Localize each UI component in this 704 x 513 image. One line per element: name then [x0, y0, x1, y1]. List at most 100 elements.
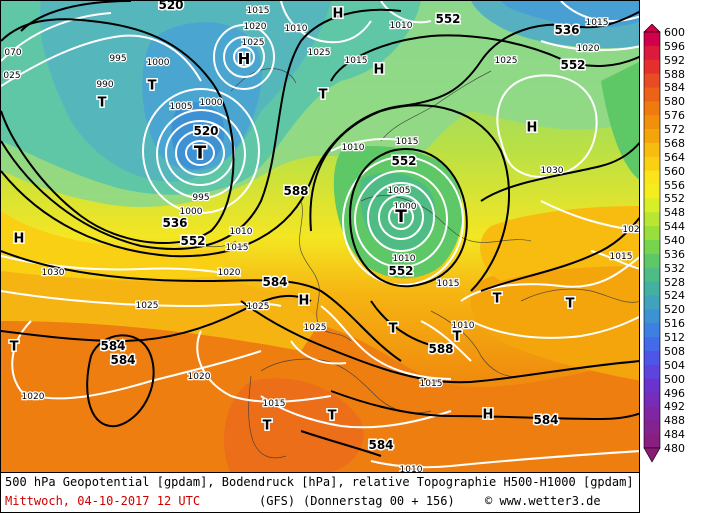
legend-value: 516 [664, 317, 685, 331]
legend-swatch [644, 378, 660, 394]
low-pressure-center: T [194, 143, 207, 164]
legend-swatch [644, 45, 660, 61]
pressure-label: 1005 [388, 186, 411, 196]
legend-value: 556 [664, 178, 685, 192]
geopotential-label: 536 [554, 23, 579, 37]
legend-value: 568 [664, 136, 685, 150]
pressure-label: 1025 [247, 302, 270, 312]
legend-swatch [644, 240, 660, 255]
coastlines [180, 68, 639, 459]
low-pressure-center: T [493, 292, 502, 307]
legend-arrow-bottom [643, 447, 661, 463]
legend-swatch [644, 184, 660, 199]
legend-value: 484 [664, 428, 685, 442]
legend-value: 584 [664, 81, 685, 95]
pressure-label: 1020 [218, 268, 241, 278]
high-pressure-center: H [333, 7, 344, 22]
geopotential-labels: 5205365525525525525525365885845845845885… [99, 1, 587, 454]
high-pressure-center: H [238, 50, 251, 68]
legend-swatch [644, 295, 660, 310]
geopotential-label: 588 [283, 184, 308, 198]
geopotential-contours [1, 1, 639, 457]
legend-value: 536 [664, 247, 685, 261]
low-pressure-center: T [148, 79, 157, 94]
pressure-label: 1020 [188, 372, 211, 382]
legend-value: 508 [664, 344, 685, 358]
low-pressure-center: T [395, 207, 407, 227]
legend-swatch [644, 281, 660, 296]
legend-arrow-top [643, 24, 661, 33]
geopotential-label: 520 [158, 1, 183, 12]
pressure-label: 1015 [420, 379, 443, 389]
pressure-label: 1010 [400, 465, 423, 473]
low-pressure-center: T [453, 330, 462, 345]
pressure-label: 990 [96, 80, 113, 90]
geopotential-label: 588 [428, 342, 453, 356]
legend-value: 528 [664, 275, 685, 289]
legend-value: 512 [664, 331, 685, 345]
pressure-label: 1015 [263, 399, 286, 409]
geopotential-label: 584 [368, 438, 393, 452]
pressure-label: 1015 [345, 56, 368, 66]
legend-swatch [644, 32, 660, 47]
legend-colorbar [643, 24, 661, 463]
geopotential-label: 584 [110, 353, 135, 367]
low-pressure-center: T [98, 96, 107, 111]
legend-swatch [644, 337, 660, 352]
pressure-label: 1010 [285, 24, 308, 34]
legend-swatch [644, 198, 660, 213]
legend-value: 600 [664, 26, 685, 39]
geopotential-label: 552 [560, 58, 585, 72]
high-pressure-center: H [14, 232, 25, 247]
pressure-label: 1010 [390, 21, 413, 31]
geopotential-label: 536 [162, 216, 187, 230]
pressure-label: 1030 [42, 268, 65, 278]
pressure-label: 1010 [230, 227, 253, 237]
legend-value: 572 [664, 123, 685, 137]
low-pressure-center: T [10, 340, 19, 355]
pressure-label: 1025 [495, 56, 518, 66]
legend-swatch [644, 364, 660, 380]
pressure-label: 1010 [452, 321, 475, 331]
geopotential-label: 584 [262, 275, 287, 289]
legend-swatch [644, 406, 660, 421]
pressure-label: 1020 [244, 22, 267, 32]
pressure-label: 1000 [200, 98, 223, 108]
legend-value: 504 [664, 358, 685, 372]
map-caption: 500 hPa Geopotential [gpdam], Bodendruck… [0, 473, 640, 513]
pressure-label: 1010 [342, 143, 365, 153]
legend-swatch [644, 170, 660, 186]
legend-value: 540 [664, 234, 685, 247]
legend-value: 576 [664, 109, 685, 123]
caption-description: 500 hPa Geopotential [gpdam], Bodendruck… [5, 475, 634, 489]
legend-swatch [644, 267, 660, 283]
high-pressure-center: H [299, 294, 310, 309]
legend-swatch [644, 226, 660, 241]
high-pressure-center: H [483, 408, 494, 423]
geopotential-label: 520 [193, 124, 218, 138]
pressure-label: 1015 [610, 252, 633, 262]
geopotential-label: 552 [388, 264, 413, 278]
legend-swatch [644, 212, 660, 227]
legend-value: 492 [664, 400, 685, 414]
pressure-label: 102 [622, 225, 639, 235]
legend-value: 496 [664, 386, 685, 400]
pressure-label: 1015 [586, 18, 609, 28]
pressure-label: 1015 [437, 279, 460, 289]
legend-swatch [644, 434, 660, 449]
high-pressure-center: H [374, 63, 385, 78]
low-pressure-center: T [319, 88, 328, 103]
caption-date: Mittwoch, 04-10-2017 12 UTC [5, 494, 201, 508]
legend-swatch [644, 73, 660, 88]
caption-model: (GFS) [259, 494, 296, 508]
legend-swatch [644, 115, 660, 130]
legend-value: 488 [664, 414, 685, 428]
pressure-label: 1015 [396, 137, 419, 147]
legend-swatch [644, 87, 660, 102]
legend-value: 592 [664, 53, 685, 67]
legend-swatch [644, 253, 660, 269]
legend-value: 544 [664, 220, 685, 234]
color-legend: 600 596 592 588 584 580 576 572 568 564 560 556 552 5… [640, 24, 704, 464]
pressure-label: 1015 [226, 243, 249, 253]
